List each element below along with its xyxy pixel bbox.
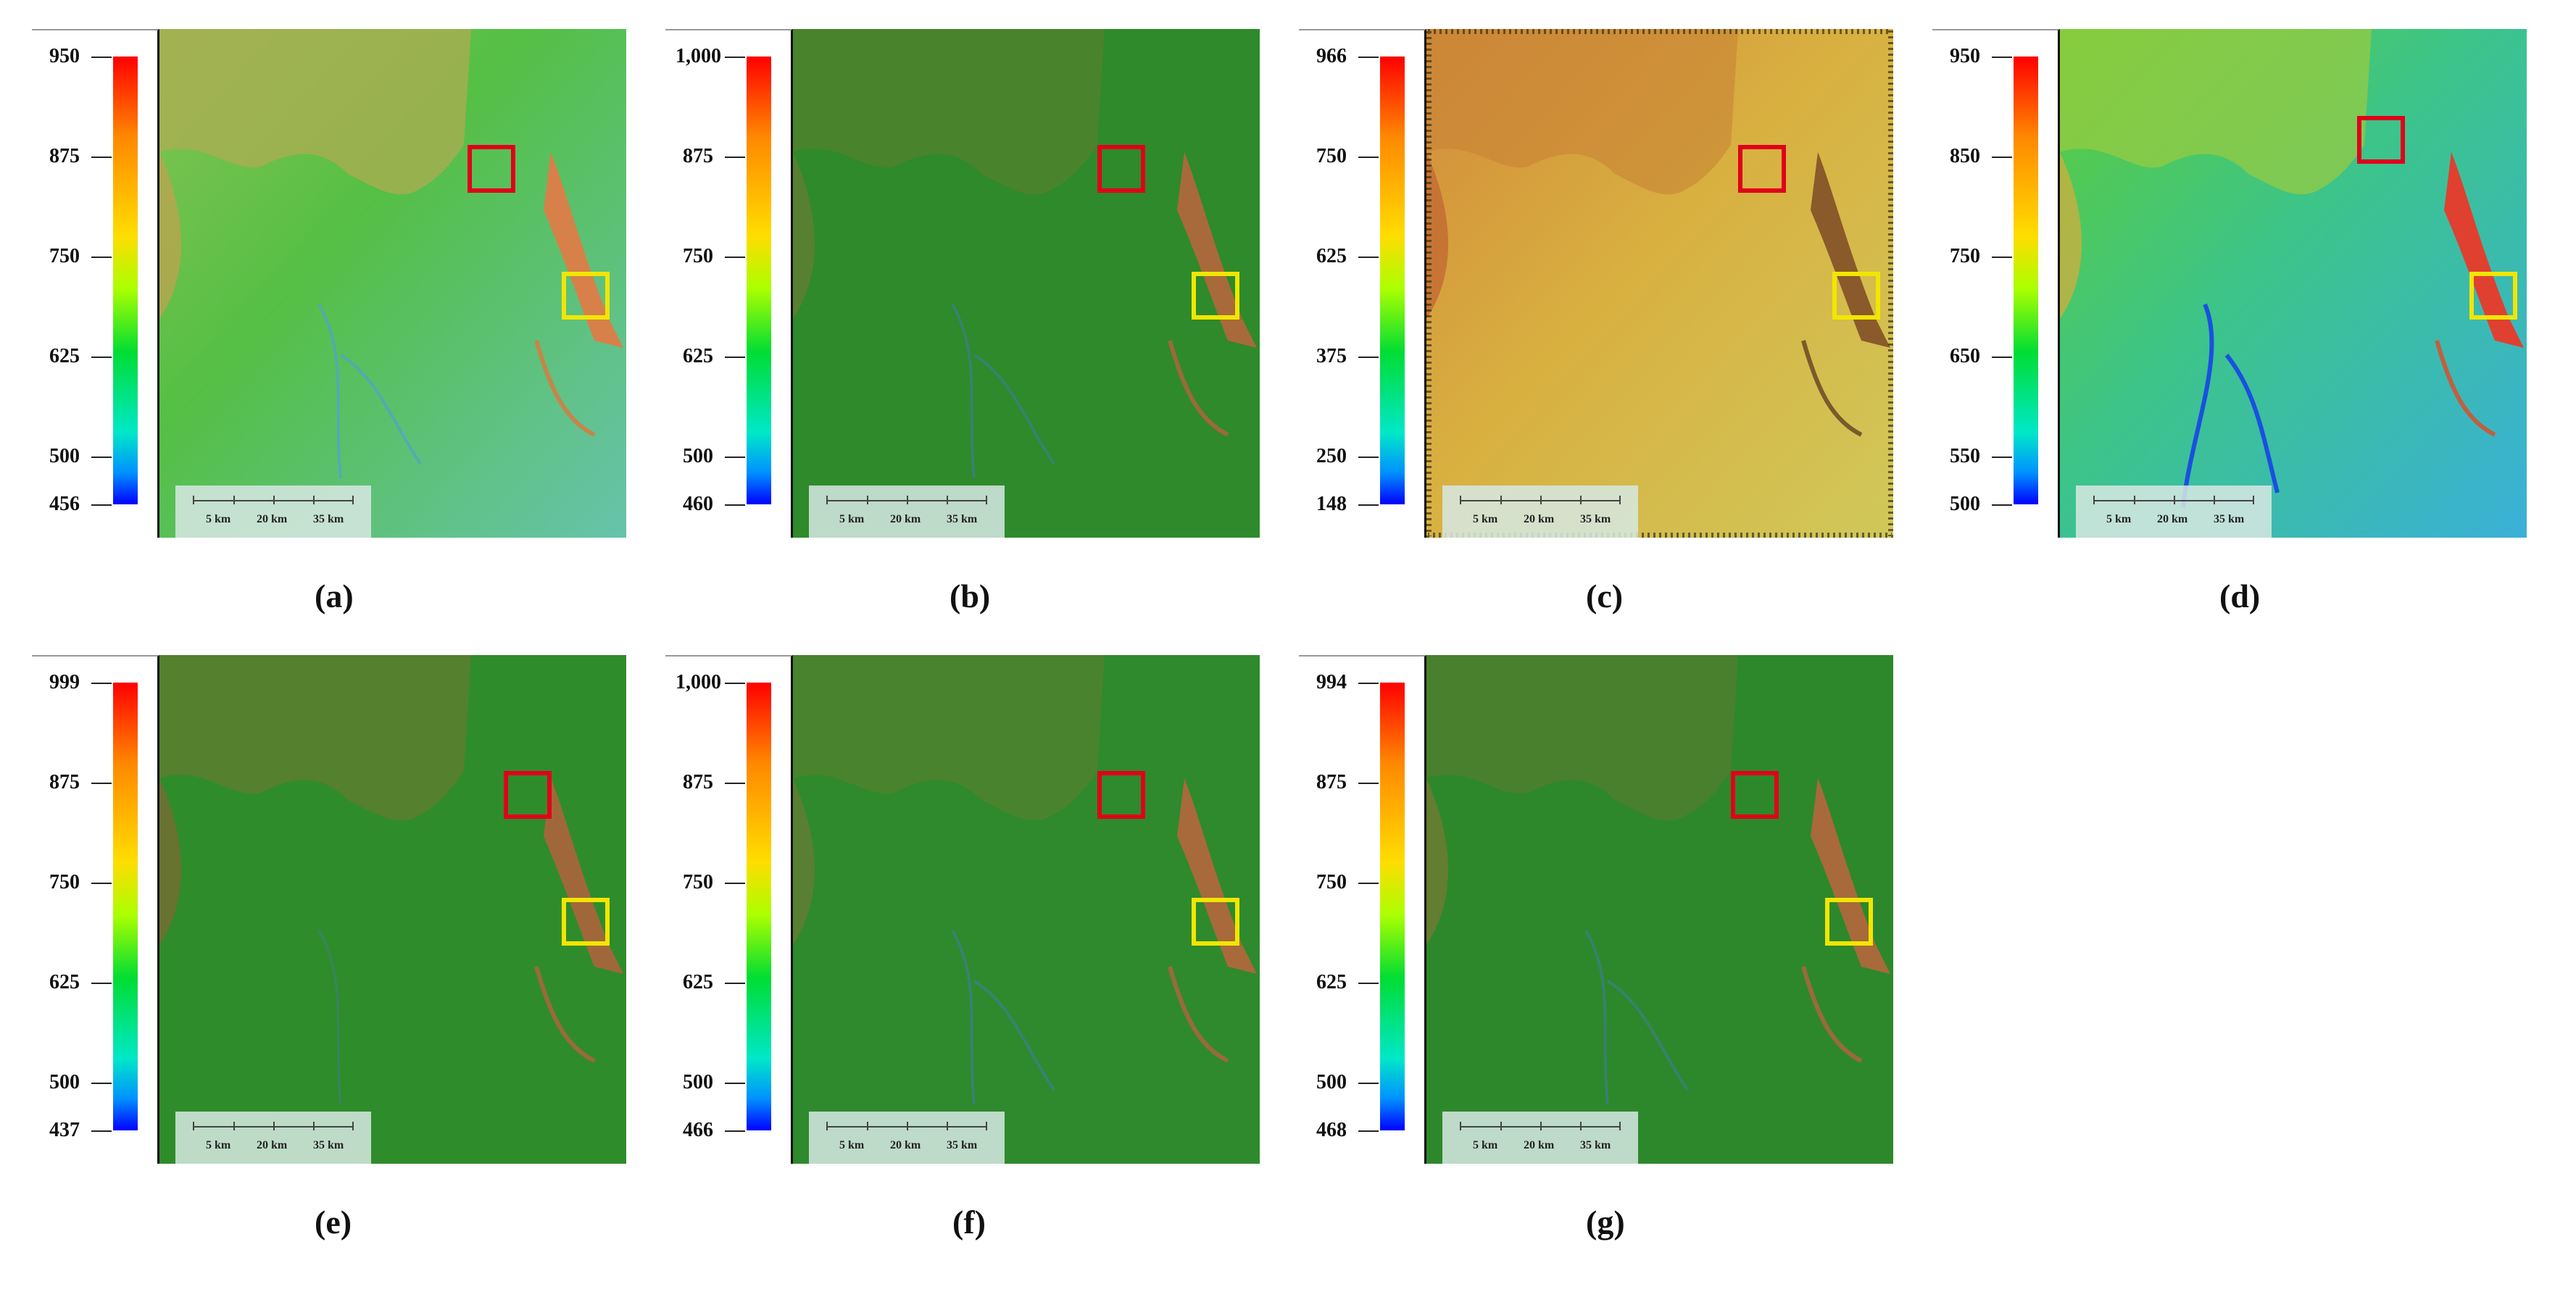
legend-tick-5-b: 500 [683, 445, 713, 467]
legend-tick-min-c: 148 [1316, 493, 1347, 515]
color-ramp-g [1380, 683, 1405, 1130]
panel-f: 1,000 875 750 625 500 466 5 km 20 km 35 … [665, 655, 1260, 1241]
legend-tick-2-a: 875 [49, 145, 80, 167]
legend-tick-4-f: 625 [683, 971, 713, 993]
scale-bar-e: 5 km 20 km 35 km [175, 1112, 371, 1164]
elevation-map-f: 5 km 20 km 35 km [793, 655, 1260, 1164]
elevation-map-c: 5 km 20 km 35 km [1426, 29, 1893, 538]
color-ramp-d [2014, 57, 2038, 504]
panel-label-f: (f) [952, 1204, 986, 1241]
scale-bar-b: 5 km 20 km 35 km [809, 485, 1005, 538]
color-ramp-c [1380, 57, 1405, 504]
legend-tick-2-e: 875 [49, 771, 80, 793]
legend-tick-5-c: 250 [1316, 445, 1347, 467]
scale-bar-g: 5 km 20 km 35 km [1442, 1112, 1638, 1164]
elevation-map-d: 5 km 20 km 35 km [2060, 29, 2527, 538]
legend-tick-max-b: 1,000 [676, 45, 721, 67]
panel-label-e: (e) [315, 1204, 352, 1241]
legend-tick-min-a: 456 [49, 493, 80, 515]
legend-tick-3-a: 750 [49, 245, 80, 267]
red-highlight-box-g [1731, 771, 1779, 819]
color-ramp-f [747, 683, 771, 1130]
panel-label-b: (b) [950, 578, 991, 614]
legend-tick-3-c: 625 [1316, 245, 1347, 267]
legend-tick-3-f: 750 [683, 871, 713, 893]
legend-tick-max-d: 950 [1950, 45, 1980, 67]
legend-tick-min-e: 437 [49, 1119, 80, 1141]
yellow-highlight-box-g [1825, 898, 1873, 946]
panel-d: 950 850 750 650 550 500 [1932, 29, 2527, 614]
legend-tick-3-g: 750 [1316, 871, 1347, 893]
yellow-highlight-box-f [1192, 898, 1239, 946]
legend-tick-2-b: 875 [683, 145, 713, 167]
elevation-legend-f: 1,000 875 750 625 500 466 [665, 655, 793, 1164]
legend-tick-max-a: 950 [49, 45, 80, 67]
red-highlight-box-c [1738, 145, 1786, 193]
legend-tick-2-c: 750 [1316, 145, 1347, 167]
legend-tick-3-d: 750 [1950, 245, 1980, 267]
legend-tick-4-e: 625 [49, 971, 80, 993]
elevation-map-a: 5 km 20 km 35 km [159, 29, 626, 538]
elevation-map-b: 5 km 20 km 35 km [793, 29, 1260, 538]
panel-g: 994 875 750 625 500 468 5 km 20 km 35 km [1299, 655, 1893, 1241]
legend-tick-2-d: 850 [1950, 145, 1980, 167]
panel-label-g: (g) [1586, 1204, 1625, 1241]
panel-label-d: (d) [2219, 578, 2261, 614]
legend-tick-max-f: 1,000 [676, 671, 721, 693]
legend-tick-4-b: 625 [683, 345, 713, 367]
elevation-legend-e: 999 875 750 625 500 437 [32, 655, 159, 1164]
panel-label-a: (a) [315, 578, 354, 614]
scale-bar-c: 5 km 20 km 35 km [1442, 485, 1638, 538]
elevation-map-e: 5 km 20 km 35 km [159, 655, 626, 1164]
legend-tick-max-e: 999 [49, 671, 80, 693]
red-highlight-box-a [468, 145, 515, 193]
legend-tick-5-f: 500 [683, 1071, 713, 1093]
legend-tick-min-d: 500 [1950, 493, 1980, 515]
elevation-map-g: 5 km 20 km 35 km [1426, 655, 1893, 1164]
legend-tick-5-e: 500 [49, 1071, 80, 1093]
legend-tick-3-e: 750 [49, 871, 80, 893]
legend-tick-2-g: 875 [1316, 771, 1347, 793]
legend-tick-5-a: 500 [49, 445, 80, 467]
panel-b: 1,000 875 750 625 500 460 5 km 20 km 35 … [665, 29, 1260, 614]
panel-a: 950 875 750 625 500 456 [32, 29, 626, 614]
yellow-highlight-box-e [562, 898, 610, 946]
panel-label-c: (c) [1586, 578, 1624, 614]
legend-tick-4-g: 625 [1316, 971, 1347, 993]
legend-tick-2-f: 875 [683, 771, 713, 793]
panel-c: 966 750 625 375 250 148 [1299, 29, 1893, 614]
yellow-highlight-box-b [1192, 272, 1239, 320]
legend-tick-min-f: 466 [683, 1119, 713, 1141]
yellow-highlight-box-c [1832, 272, 1880, 320]
legend-tick-max-g: 994 [1316, 671, 1347, 693]
color-ramp-a [113, 57, 138, 504]
legend-tick-min-b: 460 [683, 493, 713, 515]
elevation-legend-g: 994 875 750 625 500 468 [1299, 655, 1426, 1164]
legend-tick-4-a: 625 [49, 345, 80, 367]
red-highlight-box-f [1097, 771, 1145, 819]
color-ramp-e [113, 683, 138, 1130]
elevation-legend-b: 1,000 875 750 625 500 460 [665, 29, 793, 538]
red-highlight-box-d [2357, 116, 2405, 164]
scale-bar-f: 5 km 20 km 35 km [809, 1112, 1005, 1164]
elevation-legend-d: 950 850 750 650 550 500 [1932, 29, 2060, 538]
legend-tick-5-d: 550 [1950, 445, 1980, 467]
yellow-highlight-box-d [2469, 272, 2517, 320]
scale-bar-d: 5 km 20 km 35 km [2076, 485, 2272, 538]
legend-tick-3-b: 750 [683, 245, 713, 267]
red-highlight-box-b [1097, 145, 1145, 193]
scale-bar-a: 5 km 20 km 35 km [175, 485, 371, 538]
legend-tick-4-d: 650 [1950, 345, 1980, 367]
legend-tick-min-g: 468 [1316, 1119, 1347, 1141]
yellow-highlight-box-a [562, 272, 610, 320]
panel-e: 999 875 750 625 500 437 5 km 20 km 35 km [32, 655, 626, 1241]
legend-tick-max-c: 966 [1316, 45, 1347, 67]
legend-tick-4-c: 375 [1316, 345, 1347, 367]
legend-tick-5-g: 500 [1316, 1071, 1347, 1093]
elevation-legend-a: 950 875 750 625 500 456 [32, 29, 159, 538]
red-highlight-box-e [504, 771, 552, 819]
color-ramp-b [747, 57, 771, 504]
elevation-legend-c: 966 750 625 375 250 148 [1299, 29, 1426, 538]
